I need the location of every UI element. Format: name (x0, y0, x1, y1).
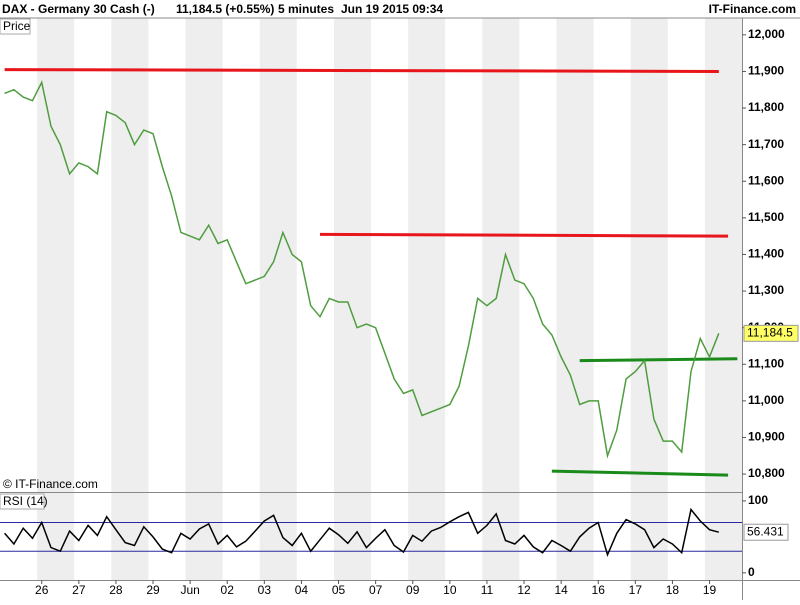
day-band (259, 18, 297, 580)
x-tick-label: 09 (406, 583, 420, 597)
x-tick-label: 04 (295, 583, 309, 597)
x-tick-label: 10 (443, 583, 457, 597)
y-tick-label: 11,900 (748, 64, 784, 78)
trendline (551, 469, 729, 477)
y-tick-label: 11,000 (748, 393, 784, 407)
last-price-tag (743, 324, 799, 342)
last-rsi-tag (743, 523, 789, 541)
day-band (630, 18, 668, 580)
x-tick-label: 18 (666, 583, 680, 597)
panel-label-box (0, 493, 45, 510)
y-tick-label: 11,800 (748, 100, 784, 114)
y-tick-label: 11,600 (748, 173, 784, 187)
x-tick-label: 11 (481, 583, 494, 597)
datetime: Jun 19 2015 09:34 (341, 2, 443, 16)
day-band (111, 18, 149, 580)
day-band (556, 18, 594, 580)
x-tick-label: Jun (180, 583, 199, 597)
day-band (185, 18, 223, 580)
series-line (4, 80, 720, 459)
x-tick-label: 27 (72, 583, 86, 597)
panel-label: RSI (14) (3, 494, 48, 508)
x-tick-label: 05 (332, 583, 346, 597)
trendline (319, 232, 729, 238)
y-tick-label: 11,700 (748, 137, 784, 151)
day-band (408, 18, 446, 580)
x-tick-label: 26 (35, 583, 49, 597)
day-band (704, 18, 742, 580)
trendline (579, 357, 738, 363)
brand: IT-Finance.com (709, 2, 796, 16)
x-tick-label: 28 (109, 583, 123, 597)
last-price-label: 11,184.5 (747, 326, 793, 340)
last-rsi-label: 56.431 (747, 524, 784, 538)
symbol: DAX - Germany 30 Cash (-) (2, 2, 155, 16)
interval: 5 minutes (278, 2, 334, 16)
series-line (4, 507, 719, 558)
y-tick-label: 12,000 (748, 27, 785, 41)
y-tick-label: 11,100 (748, 356, 784, 370)
y-tick-label: 0 (748, 565, 755, 579)
x-tick-label: 03 (258, 583, 272, 597)
x-tick-label: 07 (369, 583, 383, 597)
x-tick-label: 16 (592, 583, 606, 597)
quote: 11,184.5 (+0.55%) (176, 2, 274, 16)
day-band (37, 18, 75, 580)
x-tick-label: 12 (517, 583, 531, 597)
trendline (4, 68, 719, 73)
x-tick-label: 14 (554, 583, 568, 597)
y-tick-label: 10,800 (748, 466, 785, 480)
x-tick-label: 29 (146, 583, 160, 597)
day-band (482, 18, 520, 580)
y-tick-label: 11,400 (748, 247, 784, 261)
y-tick-label: 100 (748, 493, 768, 507)
day-band (333, 18, 371, 580)
x-tick-label: 02 (221, 583, 235, 597)
x-tick-label: 19 (703, 583, 717, 597)
header-bar (0, 0, 800, 18)
panel-label: Price (3, 19, 31, 33)
y-tick-label: 11,300 (748, 283, 784, 297)
y-tick-label: 11,500 (748, 210, 784, 224)
panel-label-box (0, 18, 31, 35)
watermark: © IT-Finance.com (3, 477, 98, 491)
x-tick-label: 17 (629, 583, 643, 597)
y-tick-label: 10,900 (748, 430, 785, 444)
